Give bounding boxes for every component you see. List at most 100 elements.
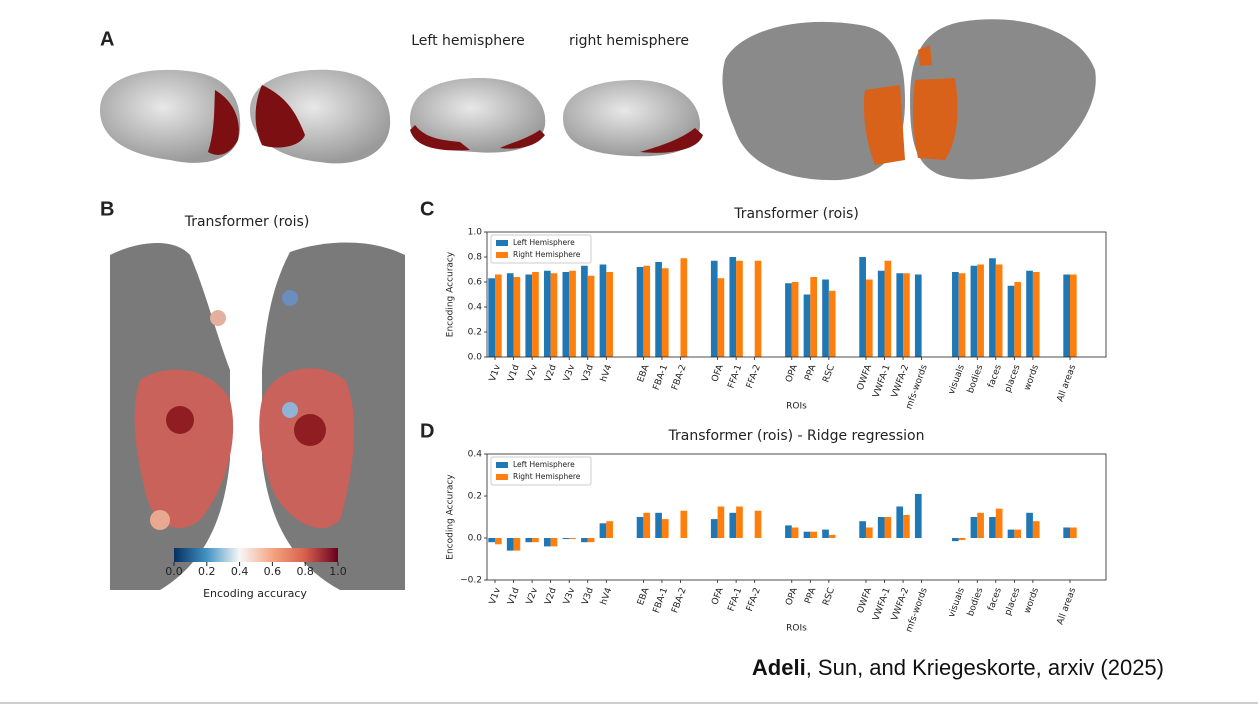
legend-swatch	[496, 252, 508, 258]
chart-title: Transformer (rois)	[733, 206, 859, 222]
bar	[562, 538, 570, 540]
bar	[655, 512, 662, 538]
colorbar-axis: 0.0 0.2 0.4 0.6 0.8 1.0	[165, 562, 347, 578]
x-tick-label: V1v	[488, 363, 504, 383]
bar	[488, 538, 495, 543]
bar	[587, 275, 595, 357]
bar	[710, 519, 718, 538]
x-tick-label: PPA	[803, 586, 818, 606]
bar	[865, 527, 873, 538]
chart-title: Transformer (rois) - Ridge regression	[668, 428, 925, 444]
x-tick-label: EBA	[636, 363, 652, 384]
plot-frame	[486, 231, 1107, 358]
x-tick-label: faces	[986, 363, 1004, 389]
x-tick-label: OPA	[784, 363, 800, 384]
colorbar-tick-label: 0.4	[231, 565, 249, 578]
x-tick-label: RSC	[821, 586, 837, 607]
legend-swatch	[496, 240, 508, 246]
bar	[1070, 274, 1077, 357]
bar	[859, 521, 866, 538]
bar	[581, 265, 588, 357]
x-tick-label: OPA	[784, 586, 800, 607]
bar	[884, 260, 892, 357]
x-tick-label: V1v	[488, 586, 504, 606]
bar	[710, 260, 718, 357]
x-tick-label: bodies	[966, 363, 986, 395]
bar	[569, 538, 576, 540]
colorbar-tick-label: 0.6	[264, 565, 282, 578]
bar	[995, 264, 1003, 357]
colorbar-label: Encoding accuracy	[203, 587, 307, 600]
x-tick-label: VWFA-1	[872, 363, 893, 399]
x-tick-label: VWFA-2	[890, 586, 911, 622]
bar	[525, 538, 533, 543]
bar	[754, 260, 762, 357]
x-tick-label: V3d	[580, 363, 595, 383]
legend-label: Left Hemisphere	[513, 460, 575, 469]
bar	[952, 272, 959, 357]
bar	[914, 274, 922, 357]
legend-label: Left Hemisphere	[513, 238, 575, 247]
bar	[822, 279, 829, 357]
citation-author: Adeli	[752, 655, 806, 680]
bar	[803, 531, 811, 538]
bar	[661, 268, 669, 357]
bar	[989, 517, 996, 538]
bar	[914, 493, 922, 538]
x-tick-label: FFA-2	[745, 363, 763, 389]
bar	[655, 262, 662, 357]
bar	[977, 264, 984, 357]
bar	[803, 294, 811, 357]
panel-label: B	[100, 198, 114, 220]
bar	[989, 258, 996, 357]
citation: Adeli, Sun, and Kriegeskorte, arxiv (202…	[752, 655, 1164, 680]
y-tick-label: 0.4	[468, 303, 483, 313]
x-tick-label: places	[1003, 586, 1022, 617]
x-tick-label: All areas	[1056, 586, 1079, 626]
bar	[952, 538, 959, 542]
y-tick-label: 1.0	[468, 228, 483, 238]
x-tick-label: FBA-2	[670, 586, 688, 614]
bar	[903, 273, 910, 357]
x-tick-label: FBA-2	[670, 363, 688, 391]
bar	[1007, 285, 1015, 357]
bar	[828, 534, 836, 538]
panel-label: C	[420, 198, 434, 220]
bar	[506, 538, 514, 551]
bar	[1026, 512, 1033, 538]
bar	[636, 267, 644, 357]
bar	[1032, 521, 1040, 538]
bar	[810, 531, 817, 538]
bar	[865, 279, 873, 357]
bar	[810, 277, 817, 357]
x-tick-label: OWFA	[856, 586, 875, 615]
bar	[903, 514, 910, 538]
bar	[569, 270, 576, 357]
bar	[1014, 529, 1022, 538]
citation-rest: , Sun, and Kriegeskorte, arxiv (2025)	[806, 655, 1164, 680]
hemisphere-title: right hemisphere	[569, 33, 689, 49]
bar	[995, 508, 1003, 538]
x-tick-label: V3v	[562, 363, 578, 383]
bar	[1063, 527, 1070, 538]
bar	[587, 538, 595, 543]
bar	[729, 257, 737, 357]
bar	[1007, 529, 1015, 538]
x-tick-label: places	[1003, 363, 1022, 394]
bar	[958, 538, 966, 541]
colorbar	[174, 548, 338, 562]
x-axis-label: ROIs	[786, 402, 807, 412]
x-tick-label: VWFA-1	[872, 586, 893, 622]
x-tick-label: OFA	[710, 363, 726, 384]
bar	[495, 274, 502, 357]
legend-label: Right Hemisphere	[513, 472, 581, 481]
y-tick-label: 0.2	[468, 492, 482, 502]
x-tick-label: PPA	[803, 363, 818, 383]
bar	[1070, 527, 1077, 538]
bar	[550, 538, 558, 547]
x-tick-label: FFA-2	[745, 586, 763, 612]
flatmap-title: Transformer (rois)	[184, 214, 310, 230]
colorbar-tick-label: 0.2	[198, 565, 216, 578]
panel-label: D	[420, 420, 434, 442]
